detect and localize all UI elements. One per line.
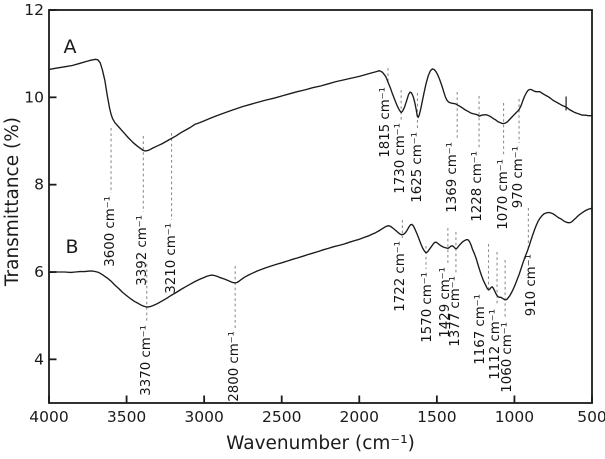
annotation-label-1369: 1369 cm⁻¹	[445, 142, 461, 213]
y-tick-label: 4	[34, 350, 44, 368]
x-tick-label: 1500	[417, 408, 456, 426]
annotation-label-970: 970 cm⁻¹	[511, 146, 527, 209]
x-tick-label: 1000	[495, 408, 534, 426]
annotation-label-2800: 2800 cm⁻¹	[227, 331, 243, 402]
x-tick-label: 500	[577, 408, 605, 426]
spectrum-curve-b	[48, 207, 593, 308]
plot-frame	[48, 9, 593, 404]
curve-a-label: A	[63, 36, 77, 58]
annotation-label-1730: 1730 cm⁻¹	[393, 123, 409, 194]
annotation-label-1060: 1060 cm⁻¹	[500, 322, 516, 393]
x-axis-title: Wavenumber (cm⁻¹)	[226, 433, 415, 454]
x-tick-label: 4000	[29, 408, 68, 426]
annotation-label-3600: 3600 cm⁻¹	[103, 196, 119, 267]
annotation-label-1722: 1722 cm⁻¹	[393, 241, 409, 312]
annotation-label-1570: 1570 cm⁻¹	[420, 272, 435, 343]
y-tick-label: 12	[24, 1, 44, 19]
annotation-label-3210: 3210 cm⁻¹	[163, 223, 179, 294]
annotation-label-3392: 3392 cm⁻¹	[135, 215, 151, 286]
x-tick-label: 2500	[262, 408, 301, 426]
x-tick-label: 2000	[340, 408, 379, 426]
annotation-label-1377: 1377 cm⁻¹	[447, 276, 463, 347]
x-tick-label: 3000	[184, 408, 223, 426]
spectrum-curve-a	[48, 58, 593, 152]
y-tick-label: 10	[24, 88, 44, 106]
y-tick-label: 6	[34, 263, 44, 281]
y-tick-label: 8	[34, 176, 44, 194]
annotation-label-1625: 1625 cm⁻¹	[409, 132, 425, 203]
annotation-label-1228: 1228 cm⁻¹	[470, 151, 486, 222]
curve-b-label: B	[65, 236, 79, 258]
annotation-label-3370: 3370 cm⁻¹	[138, 325, 154, 396]
annotation-label-1070: 1070 cm⁻¹	[495, 159, 511, 230]
y-axis-title: Transmittance (%)	[2, 117, 23, 287]
annotation-label-910: 910 cm⁻¹	[524, 254, 540, 317]
x-tick-label: 3500	[107, 408, 146, 426]
annotation-label-1815: 1815 cm⁻¹	[378, 87, 393, 158]
annotation-label-1167: 1167 cm⁻¹	[472, 294, 488, 365]
